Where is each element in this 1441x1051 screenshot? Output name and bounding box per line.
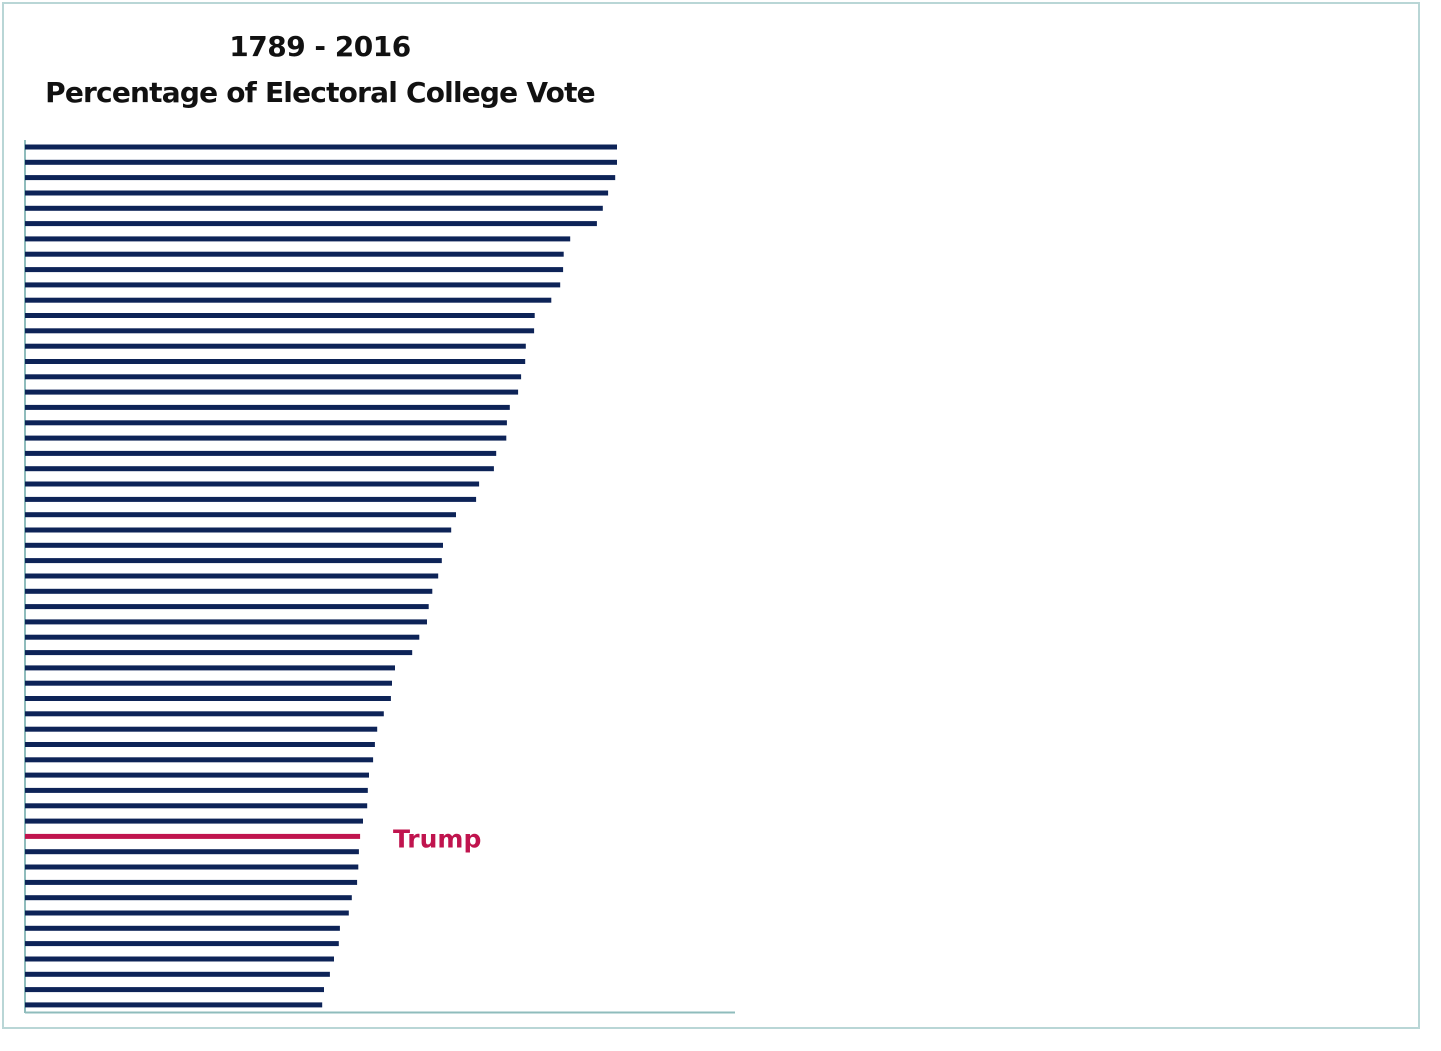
bar bbox=[25, 772, 369, 778]
bar bbox=[25, 359, 526, 364]
bar bbox=[25, 466, 494, 472]
bar bbox=[25, 956, 334, 962]
bar bbox=[25, 542, 443, 548]
bar bbox=[25, 251, 564, 257]
bar bbox=[25, 558, 442, 564]
bar bbox=[25, 803, 368, 809]
bar bbox=[25, 864, 359, 870]
bar bbox=[25, 205, 603, 211]
bar bbox=[25, 925, 340, 931]
bar bbox=[25, 665, 395, 671]
bar bbox=[25, 1002, 323, 1008]
bar bbox=[25, 680, 392, 686]
bar-highlight bbox=[25, 833, 361, 839]
bar bbox=[25, 512, 456, 518]
bar bbox=[25, 282, 561, 288]
bar bbox=[25, 818, 363, 824]
chart-subtitle: Percentage of Electoral College Vote bbox=[45, 76, 596, 109]
chart-title: 1789 - 2016 bbox=[229, 30, 411, 63]
bar bbox=[25, 742, 375, 747]
bar bbox=[25, 910, 349, 916]
bar bbox=[25, 971, 330, 977]
annotation-label: Trump bbox=[393, 824, 481, 853]
bar bbox=[25, 879, 358, 885]
bar bbox=[25, 221, 597, 227]
chart-frame bbox=[2, 2, 1420, 1029]
bar bbox=[25, 481, 480, 487]
bar bbox=[25, 420, 507, 426]
bar bbox=[25, 450, 497, 456]
bar bbox=[25, 757, 374, 763]
bar bbox=[25, 941, 339, 947]
bar bbox=[25, 144, 617, 150]
bar bbox=[25, 527, 452, 533]
bar bbox=[25, 634, 420, 640]
bar bbox=[25, 650, 413, 656]
bar bbox=[25, 588, 433, 594]
bar bbox=[25, 374, 522, 380]
bar bbox=[25, 696, 391, 701]
bar bbox=[25, 267, 564, 273]
bar bbox=[25, 619, 427, 625]
bar bbox=[25, 987, 324, 993]
bar bbox=[25, 496, 477, 502]
bar bbox=[25, 313, 535, 318]
bar bbox=[25, 849, 359, 855]
bar bbox=[25, 389, 519, 395]
bar bbox=[25, 175, 616, 181]
bar bbox=[25, 711, 384, 717]
bar bbox=[25, 895, 352, 901]
bar bbox=[25, 726, 378, 732]
bar bbox=[25, 573, 439, 579]
bar bbox=[25, 604, 429, 610]
bar bbox=[25, 328, 535, 334]
bar bbox=[25, 404, 510, 410]
bar bbox=[25, 297, 552, 303]
bar bbox=[25, 159, 617, 165]
bar bbox=[25, 435, 507, 441]
bar bbox=[25, 236, 571, 242]
bar bbox=[25, 787, 368, 793]
bar bbox=[25, 343, 526, 349]
bar bbox=[25, 190, 609, 196]
